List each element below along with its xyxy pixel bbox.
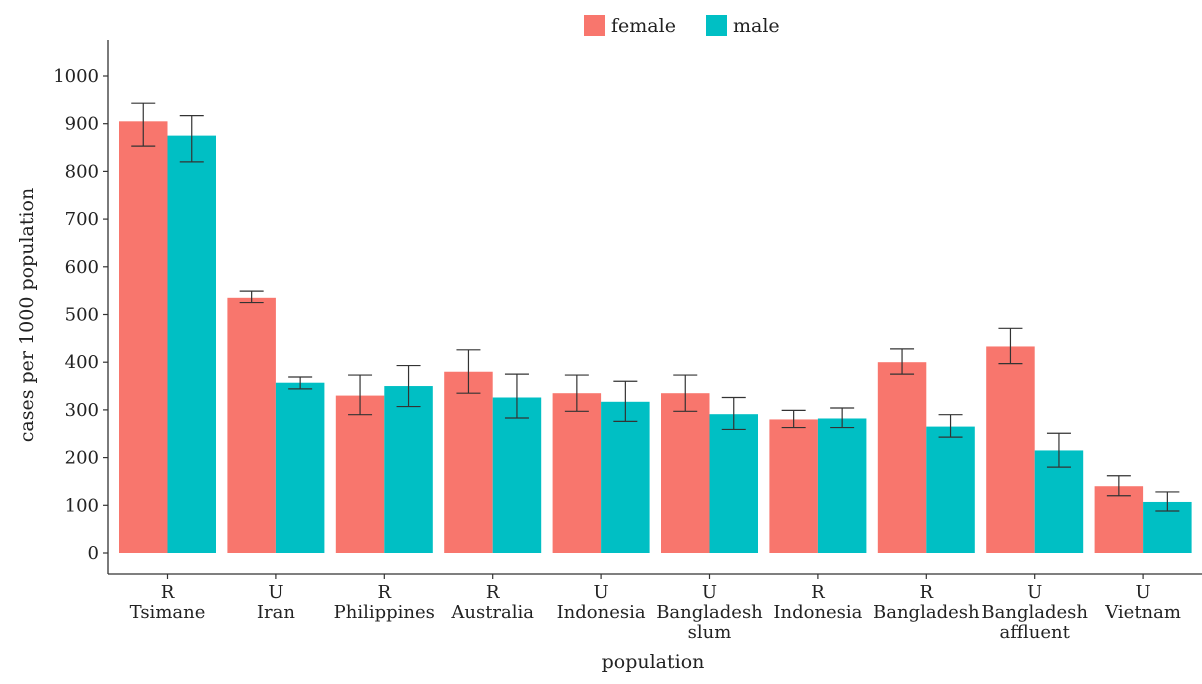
x-tick-label: Australia <box>450 602 534 623</box>
x-tick-label: affluent <box>1000 622 1071 643</box>
error-bar-male <box>1046 432 1071 468</box>
x-axis-title: population <box>602 651 705 673</box>
bar-male <box>384 386 433 553</box>
y-tick-label: 600 <box>65 257 99 278</box>
bar-female <box>1094 486 1144 553</box>
bars <box>119 121 1192 553</box>
x-tick-label: Vietnam <box>1104 602 1181 623</box>
bar-female <box>877 362 927 553</box>
x-tick-label: R <box>811 582 825 603</box>
error-bar-female <box>1106 475 1131 497</box>
bar-female <box>661 393 710 553</box>
legend-label: female <box>611 15 676 37</box>
error-bar-female <box>998 327 1023 365</box>
legend-swatch <box>584 15 605 36</box>
x-tick-label: R <box>920 582 934 603</box>
x-tick-label: U <box>702 582 717 603</box>
error-bar-male <box>1155 491 1180 512</box>
legend: female male <box>584 15 780 37</box>
x-tick-label: Tsimane <box>130 602 206 623</box>
y-tick-label: 0 <box>88 543 99 564</box>
y-tick-label: 500 <box>65 305 99 326</box>
y-tick-label: 100 <box>65 495 99 516</box>
x-tick-label: U <box>1136 582 1151 603</box>
legend-item-female: female <box>584 15 676 37</box>
bar-female <box>769 419 818 553</box>
error-bar-male <box>613 380 638 422</box>
y-axis-title: cases per 1000 population <box>16 188 38 442</box>
x-tick-label: Bangladesh <box>981 602 1088 623</box>
error-bar-male <box>179 114 204 163</box>
error-bar-female <box>131 102 156 147</box>
x-tick-label: R <box>161 582 175 603</box>
bar-male <box>601 401 650 553</box>
error-bar-male <box>504 373 529 419</box>
x-axis: RTsimaneUIranRPhilippinesRAustraliaUIndo… <box>108 573 1202 643</box>
y-tick-label: 300 <box>65 400 99 421</box>
legend-item-male: male <box>706 15 780 37</box>
bar-male <box>275 382 325 553</box>
bar-male <box>709 414 758 553</box>
x-tick-label: R <box>486 582 500 603</box>
error-bar-female <box>239 290 264 304</box>
bar-female <box>227 297 276 553</box>
y-tick-label: 900 <box>65 114 99 135</box>
bar-male <box>492 397 542 553</box>
error-bar-male <box>830 407 855 429</box>
y-axis: 0 100 200 300 400 500 600 700 800 900 1000 <box>53 40 109 574</box>
legend-label: male <box>733 15 780 37</box>
error-bar-male <box>288 376 313 390</box>
bar-female <box>552 393 602 553</box>
bar-female <box>119 121 168 553</box>
x-tick-label: U <box>1027 582 1042 603</box>
x-tick-label: Iran <box>257 602 295 623</box>
error-bar-male <box>721 396 746 431</box>
error-bar-male <box>396 364 421 408</box>
x-tick-label: U <box>594 582 609 603</box>
y-tick-label: 700 <box>65 209 99 230</box>
bar-female <box>444 371 493 553</box>
error-bar-female <box>673 374 698 412</box>
bar-female <box>986 346 1035 553</box>
x-tick-label: R <box>378 582 392 603</box>
y-tick-label: 800 <box>65 161 99 182</box>
x-tick-label: Bangladesh <box>873 602 980 623</box>
error-bars <box>131 102 1180 512</box>
error-bar-male <box>938 414 963 438</box>
bar-male <box>167 135 216 553</box>
y-tick-label: 400 <box>65 352 99 373</box>
x-tick-label: Philippines <box>334 602 435 623</box>
bar-male <box>817 418 867 553</box>
bar-female <box>335 395 385 553</box>
x-tick-label: Indonesia <box>557 602 646 623</box>
error-bar-female <box>456 349 481 394</box>
y-tick-label: 200 <box>65 448 99 469</box>
x-tick-label: Bangladesh <box>656 602 763 623</box>
error-bar-female <box>564 374 589 412</box>
error-bar-female <box>890 348 915 375</box>
bar-male <box>926 426 975 553</box>
error-bar-female <box>348 374 373 416</box>
x-tick-label: Indonesia <box>773 602 862 623</box>
error-bar-female <box>781 409 806 429</box>
x-tick-label: slum <box>688 622 732 643</box>
x-tick-label: U <box>268 582 283 603</box>
legend-swatch <box>706 15 727 36</box>
y-tick-label: 1000 <box>53 66 99 87</box>
